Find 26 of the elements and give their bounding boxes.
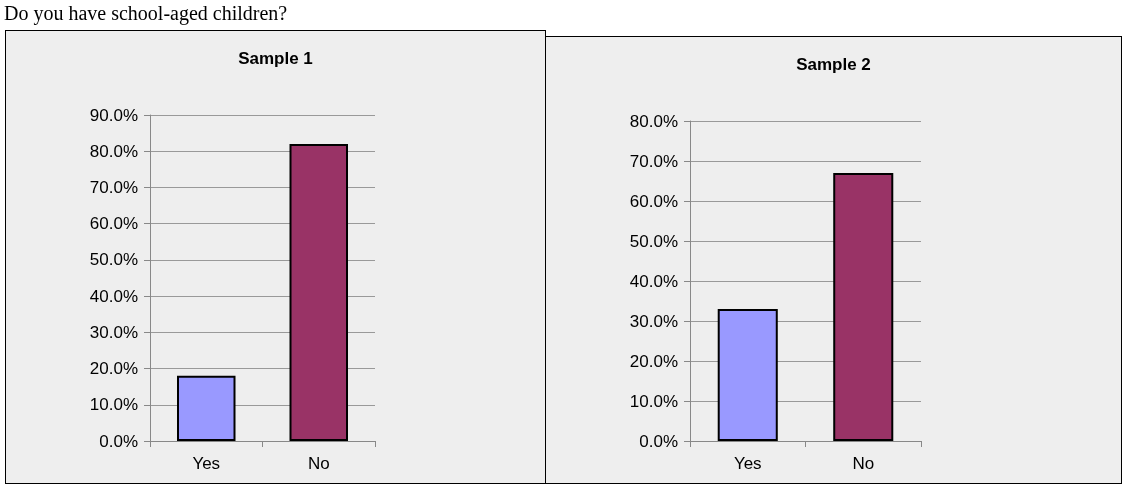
y-tick-label: 70.0% — [89, 177, 138, 197]
y-tick-label: 30.0% — [629, 311, 678, 331]
x-tick-label: Yes — [733, 454, 762, 473]
chart-title: Sample 2 — [796, 55, 871, 74]
y-tick-label: 0.0% — [99, 431, 138, 451]
y-tick-label: 10.0% — [629, 391, 678, 411]
y-tick-label: 50.0% — [89, 250, 138, 270]
y-tick-label: 70.0% — [629, 151, 678, 171]
y-tick-label: 50.0% — [629, 231, 678, 251]
y-tick-label: 30.0% — [89, 322, 138, 342]
x-tick-label: No — [307, 454, 330, 473]
y-tick-label: 80.0% — [89, 141, 138, 161]
y-tick-label: 60.0% — [89, 214, 138, 234]
x-tick-label: Yes — [192, 454, 221, 473]
y-tick-label: 20.0% — [629, 351, 678, 371]
y-tick-label: 90.0% — [89, 105, 138, 125]
text: Do you have school-aged children? — [4, 2, 288, 25]
y-tick-label: 0.0% — [639, 431, 678, 451]
y-tick-label: 20.0% — [89, 359, 138, 379]
y-tick-label: 10.0% — [89, 395, 138, 415]
y-tick-label: 80.0% — [629, 111, 678, 131]
chart-title: Sample 1 — [238, 49, 313, 68]
x-tick-label: No — [852, 454, 875, 473]
y-tick-label: 60.0% — [629, 191, 678, 211]
y-tick-label: 40.0% — [89, 286, 138, 306]
y-tick-label: 40.0% — [629, 271, 678, 291]
